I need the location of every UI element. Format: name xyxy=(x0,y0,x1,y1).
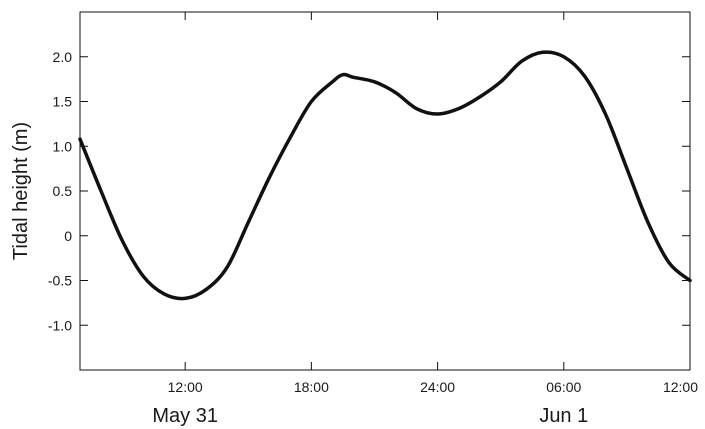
x-tick-label: 12:00 xyxy=(168,379,203,395)
x-tick-label: 12:00 xyxy=(663,379,698,395)
ticks-layer xyxy=(80,12,691,370)
labels-layer: 12:00 18:00 24:00 06:00 12:00 2.0 1.5 1.0 0.5 0 -0… xyxy=(48,49,698,427)
y-tick-label: 1.0 xyxy=(53,138,73,154)
plot-frame xyxy=(79,11,691,371)
date-label: Jun 1 xyxy=(539,405,588,427)
y-tick-label: 1.5 xyxy=(53,94,73,110)
y-tick-label: 0.5 xyxy=(53,183,73,199)
y-tick-label: 0 xyxy=(64,228,72,244)
series-layer xyxy=(78,50,692,301)
y-tick-label: 2.0 xyxy=(53,49,73,65)
y-tick-label: -1.0 xyxy=(48,317,72,333)
x-tick-label: 24:00 xyxy=(420,379,455,395)
date-label: May 31 xyxy=(152,405,218,427)
tide-series-line xyxy=(78,50,692,301)
y-axis-title: Tidal height (m) xyxy=(10,122,32,260)
x-tick-label: 18:00 xyxy=(294,379,329,395)
y-tick-label: -0.5 xyxy=(48,273,72,289)
x-tick-label: 06:00 xyxy=(546,379,581,395)
